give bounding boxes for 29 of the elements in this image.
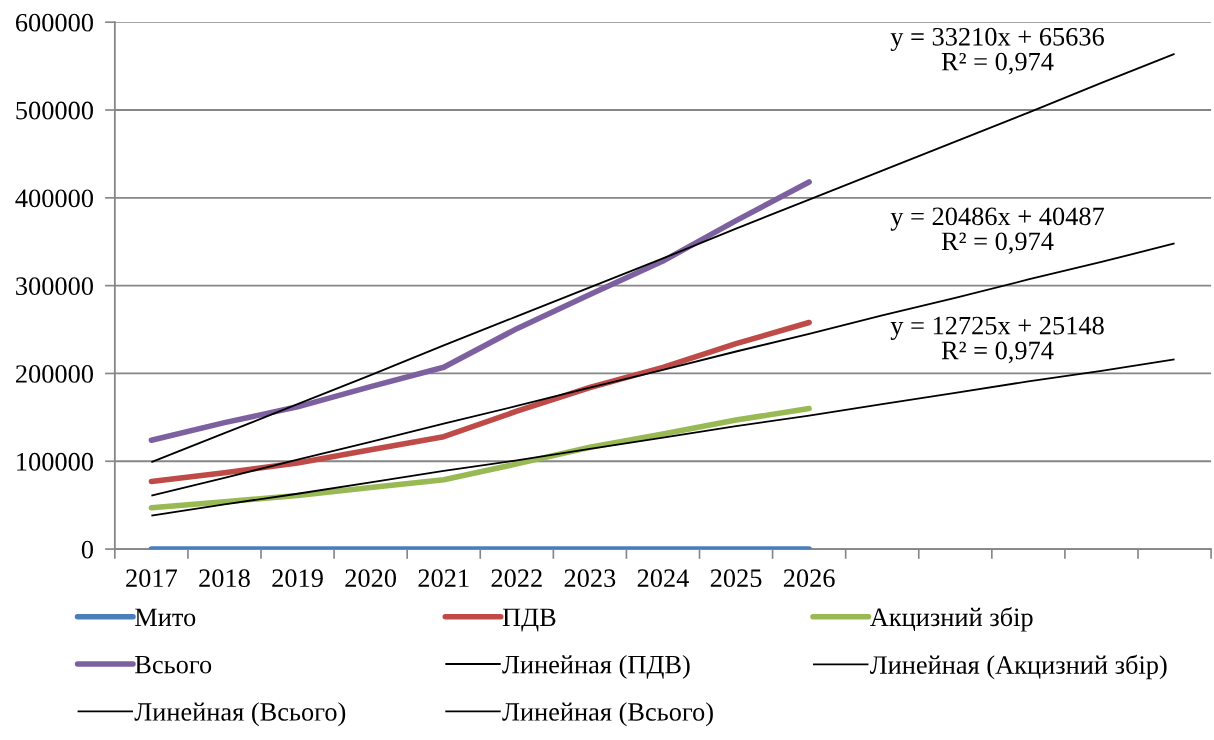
x-tick-label: 2022 [491,569,542,588]
y-tick-label: 200000 [16,365,93,383]
line-series [150,52,1176,464]
legend-label: Всього [135,655,212,674]
y-tick-label: 600000 [15,13,93,32]
legend-label: Линейная (Всього) [134,702,346,727]
x-tick-label: 2019 [272,569,323,588]
y-tick-label: 500000 [16,101,93,120]
x-tick-label: 2026 [783,569,835,588]
x-tick-label: 2020 [345,569,397,588]
x-tick-label: 2024 [637,569,689,588]
x-tick-label: 2023 [564,569,616,588]
y-tick-label: 400000 [15,189,93,208]
y-tick-label: 0 [81,540,93,559]
annotation: y = 12725x + 25148 R² = 0,974 [890,316,1104,364]
legend-label: Линейная (Всього) [502,702,713,727]
legend-label: Акцизний збір [870,607,1033,632]
x-tick-label: 2021 [418,569,469,588]
legend-label: Линейная (Акцизний збір) [870,654,1167,680]
y-tick-label: 100000 [17,452,93,471]
legend-label: ПДВ [502,608,556,632]
legend-label: Мито [135,608,196,627]
y-tick-label: 300000 [16,277,93,296]
annotation: y = 20486x + 40487 R² = 0,974 [890,207,1104,254]
x-tick-label: 2018 [199,569,250,588]
legend-label: Линейная (ПДВ) [502,654,690,679]
x-tick-label: 2025 [710,569,762,588]
annotation: y = 33210x + 65636 R² = 0,974 [890,27,1104,75]
x-tick-label: 2017 [126,569,178,588]
